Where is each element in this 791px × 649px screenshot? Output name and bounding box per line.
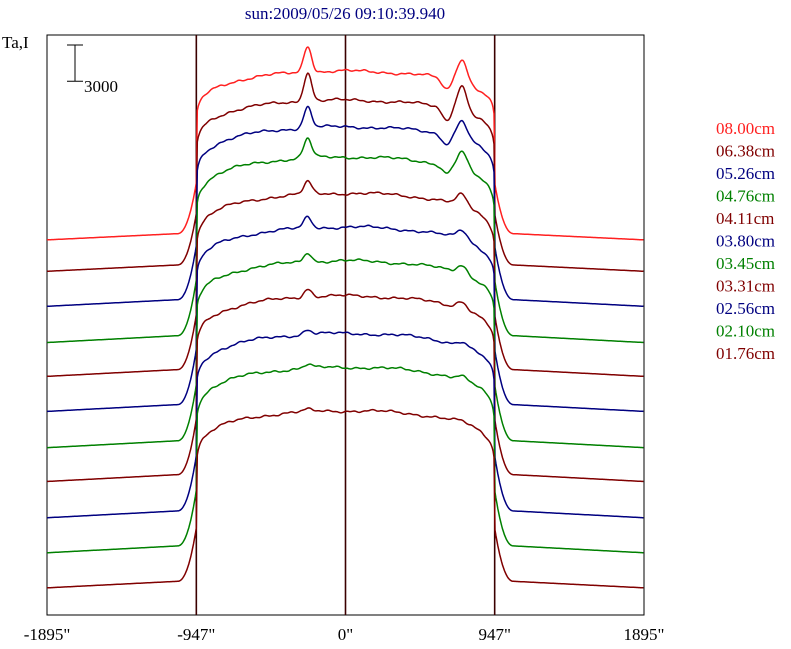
series-line-4 (46, 179, 644, 378)
scale-bar: 3000 (67, 44, 118, 96)
x-tick-label-0: -1895" (24, 625, 71, 644)
legend-entry-8: 02.56cm (716, 299, 775, 318)
series-line-2 (47, 105, 644, 308)
x-tick-labels: -1895" -947" 0" 947" 1895" (24, 625, 665, 644)
series-line-8 (47, 329, 644, 519)
legend-entry-6: 03.45cm (716, 254, 775, 273)
x-tick-label-3: 947" (478, 625, 510, 644)
legend-entry-5: 03.80cm (716, 232, 775, 251)
x-tick-label-2: 0" (338, 625, 353, 644)
legend: 08.00cm 06.38cm 05.26cm 04.76cm 04.11cm 03.80… (716, 119, 775, 363)
legend-entry-4: 04.11cm (716, 209, 774, 228)
series-line-10 (47, 407, 644, 589)
y-axis-label: Ta,I (2, 33, 29, 52)
legend-entry-3: 04.76cm (716, 187, 775, 206)
series-line-6 (46, 253, 644, 449)
legend-entry-0: 08.00cm (716, 119, 775, 138)
legend-entry-7: 03.31cm (716, 277, 775, 296)
series-line-9 (46, 363, 644, 554)
legend-entry-9: 02.10cm (716, 322, 775, 341)
limb-marker-lines (195, 35, 496, 615)
series-line-3 (47, 137, 644, 344)
series-line-5 (47, 215, 644, 413)
chart-title: sun:2009/05/26 09:10:39.940 (245, 4, 445, 23)
legend-entry-10: 01.76cm (716, 344, 775, 363)
series-line-7 (46, 288, 644, 483)
scale-bar-label: 3000 (84, 77, 118, 96)
series-line-0 (46, 46, 644, 241)
x-tick-label-1: -947" (177, 625, 215, 644)
x-tick-label-4: 1895" (624, 625, 665, 644)
series-curves (46, 46, 644, 589)
legend-entry-2: 05.26cm (716, 164, 775, 183)
legend-entry-1: 06.38cm (716, 142, 775, 161)
series-line-1 (46, 72, 644, 273)
